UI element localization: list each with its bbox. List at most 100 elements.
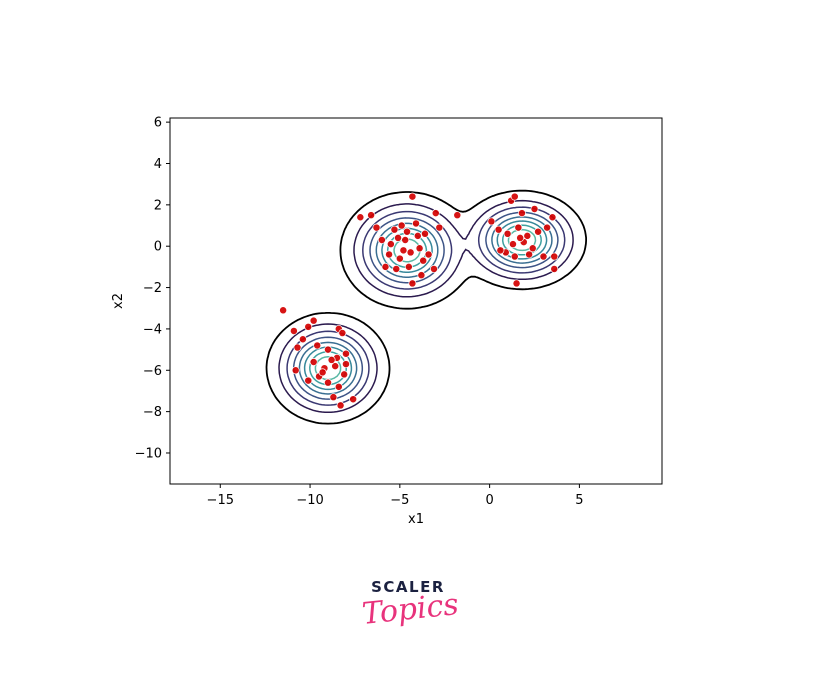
scatter-point (516, 233, 525, 242)
scatter-point (392, 264, 401, 273)
scatter-point (525, 250, 534, 259)
contour-level (278, 199, 574, 414)
scaler-topics-logo: SCALER Topics (360, 572, 460, 652)
scatter-point (309, 316, 318, 325)
contour-level (286, 206, 566, 406)
x-tick-label: −10 (296, 493, 323, 508)
scatter-point (523, 231, 532, 240)
scatter-point (417, 271, 426, 280)
y-axis-ticks: −10 −8 −6 −4 −2 0 2 4 6 (135, 116, 170, 461)
scatter-point (386, 240, 395, 249)
scatter-point (406, 248, 415, 257)
scatter-point (528, 244, 537, 253)
scatter-point (413, 231, 422, 240)
scatter-point (430, 264, 438, 273)
scatter-point (349, 395, 358, 404)
scatter-point (334, 382, 343, 391)
y-tick-label: 2 (154, 198, 162, 213)
scatter-point (510, 252, 519, 261)
scatter-point (304, 376, 313, 385)
scatter-point (336, 401, 345, 410)
scatter-point (340, 370, 349, 379)
scatter-point (408, 279, 417, 288)
x-tick-label: 5 (575, 493, 583, 508)
scatter-point (512, 279, 521, 288)
scatter-point (514, 223, 523, 232)
scatter-point (421, 229, 429, 238)
y-tick-label: −8 (143, 405, 162, 420)
scatter-point (534, 227, 543, 236)
scatter-point (412, 219, 420, 228)
scatter-point (399, 246, 408, 255)
scatter-point (517, 209, 526, 218)
scatter-point (291, 366, 300, 375)
scatter-point (329, 393, 338, 402)
plot-frame (169, 117, 663, 485)
scatter-point (408, 192, 417, 201)
scatter-point (293, 343, 302, 352)
scatter-point (313, 341, 322, 350)
y-tick-label: −6 (143, 364, 162, 379)
scatter-point (510, 192, 519, 201)
scatter-point (415, 244, 424, 253)
y-tick-label: −10 (135, 446, 162, 461)
scatter-point (342, 349, 350, 358)
scatter-point (550, 252, 559, 261)
data-points (279, 192, 559, 410)
y-tick-label: −2 (143, 281, 162, 296)
x-tick-label: −5 (390, 493, 409, 508)
scatter-point (548, 213, 557, 222)
scatter-point (377, 236, 386, 244)
scatter-point (404, 262, 413, 271)
x-axis-label: x1 (408, 512, 424, 527)
scatter-point (304, 322, 313, 331)
scatter-point (431, 209, 440, 218)
scatter-point (539, 252, 548, 261)
scatter-point (397, 221, 406, 230)
scatter-point (381, 262, 390, 271)
scatter-point (487, 217, 496, 226)
scatter-point (324, 378, 332, 387)
scatter-point (530, 205, 539, 213)
scatter-point (496, 246, 505, 255)
scatter-point (543, 223, 552, 232)
scatter-point (509, 240, 517, 249)
scatter-point (503, 229, 512, 238)
scatter-point (298, 335, 307, 344)
y-tick-label: 0 (154, 240, 162, 255)
scatter-point (394, 233, 402, 242)
scatter-point (419, 256, 428, 265)
scatter-point (395, 254, 404, 263)
scatter-point (367, 211, 376, 220)
scatter-point (385, 250, 394, 259)
scatter-point (494, 225, 503, 234)
scatter-point (550, 264, 559, 273)
scatter-point (390, 225, 399, 234)
y-tick-label: 6 (154, 116, 162, 131)
scatter-point (453, 211, 462, 220)
contour-level (265, 189, 587, 425)
scatter-point (403, 227, 411, 236)
x-tick-label: 0 (485, 493, 493, 508)
y-axis-label: x2 (111, 293, 126, 309)
scatter-point (289, 327, 298, 335)
scatter-point (324, 345, 332, 354)
scatter-point (331, 362, 340, 371)
scatter-point (424, 250, 433, 259)
contour-level (292, 211, 559, 400)
scatter-point (327, 355, 336, 364)
scatter-point (279, 306, 288, 315)
logo-scaler-text: SCALER (371, 578, 445, 596)
x-axis-ticks: −15 −10 −5 0 5 (207, 484, 584, 508)
y-tick-label: −4 (143, 322, 162, 337)
scatter-point (309, 358, 318, 366)
x-tick-label: −15 (207, 493, 234, 508)
scatter-point (401, 236, 410, 244)
scatter-point (356, 213, 365, 222)
scatter-point (372, 223, 381, 232)
scatter-point (342, 360, 350, 369)
scatter-point (338, 329, 347, 338)
scatter-point (318, 368, 327, 377)
y-tick-label: 4 (154, 157, 162, 172)
